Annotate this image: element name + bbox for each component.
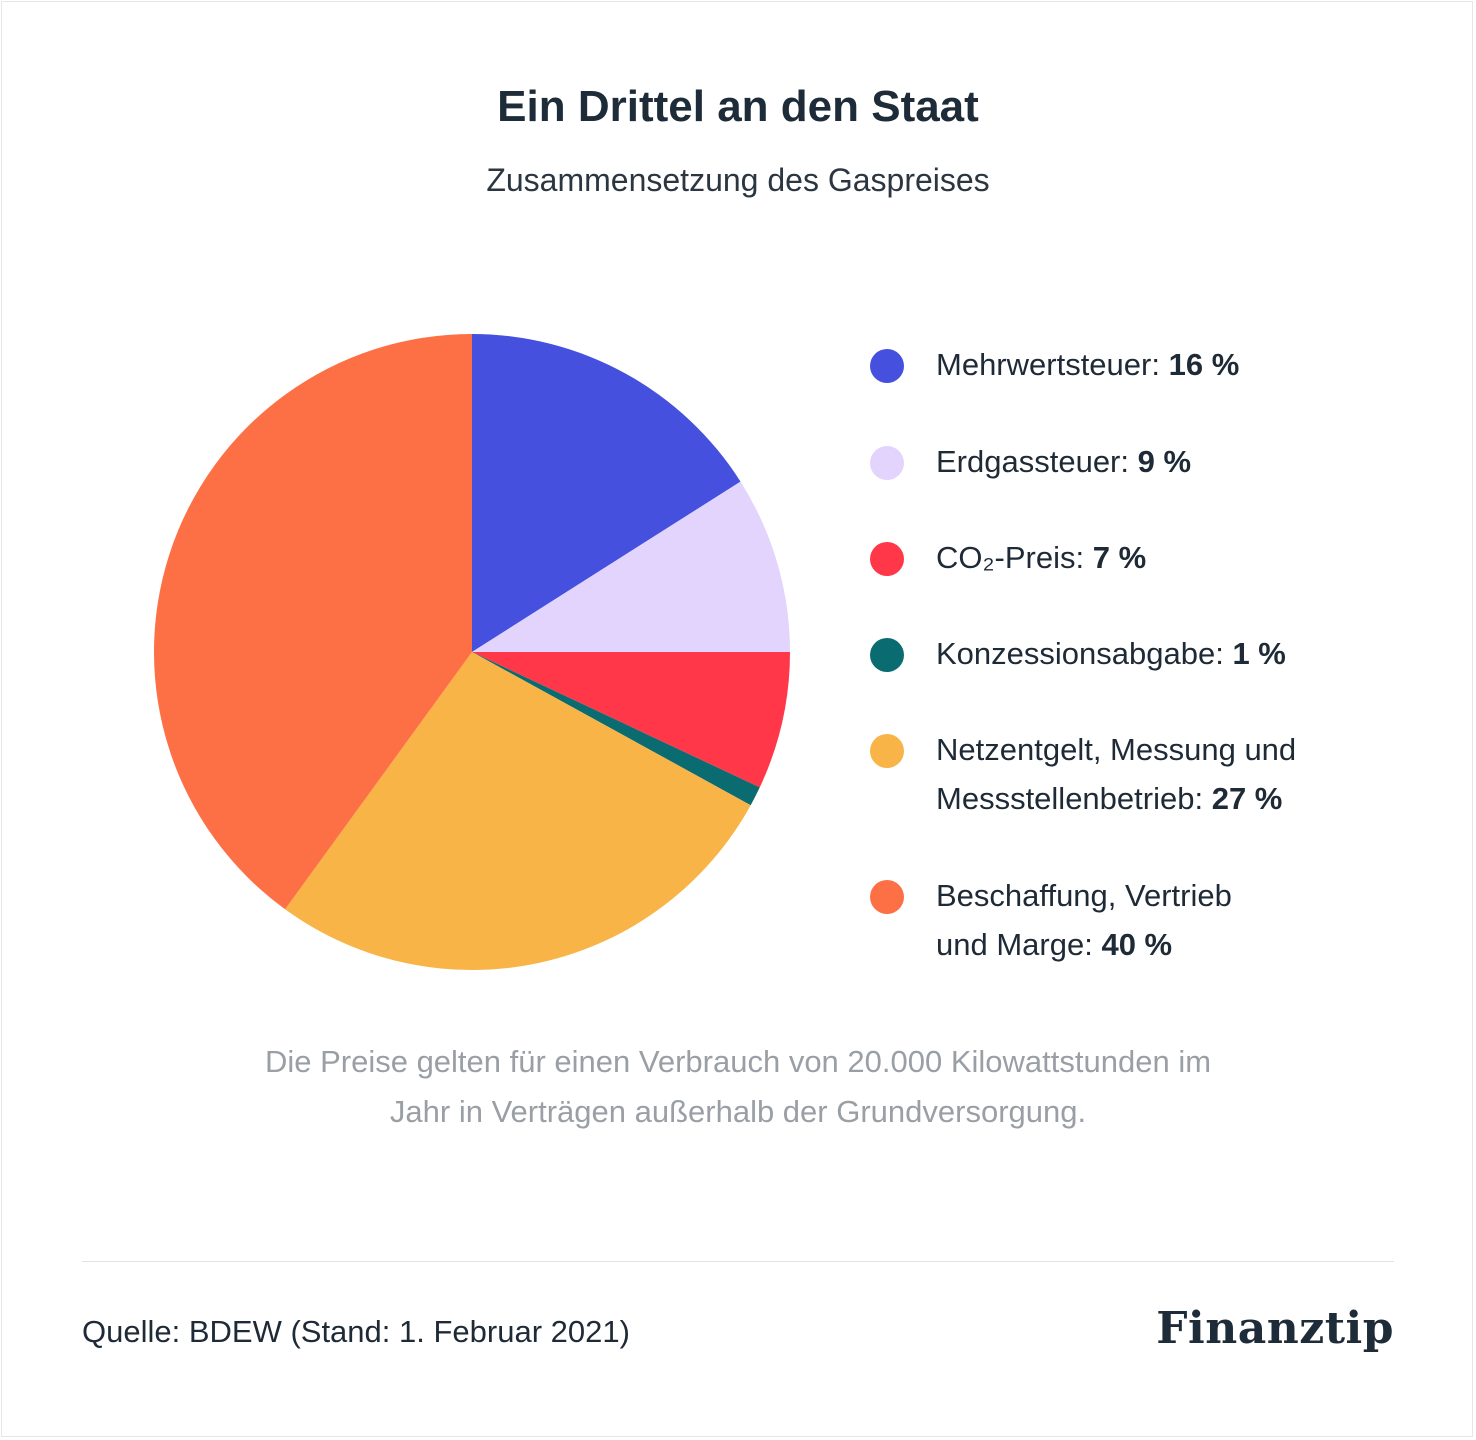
legend-swatch (870, 542, 904, 576)
pie-slice (285, 652, 751, 971)
legend-label: CO₂-Preis: (936, 540, 1085, 575)
legend-label: Mehrwertsteuer: (936, 347, 1160, 382)
pie-chart (153, 334, 790, 971)
legend-label: Erdgassteuer: (936, 444, 1129, 479)
legend-swatch (870, 349, 904, 383)
pie-slice (472, 334, 741, 652)
footnote-line2: Jahr in Verträgen außerhalb der Grundver… (389, 1094, 1087, 1129)
divider (82, 1261, 1394, 1262)
legend-label: Konzessionsabgabe: (936, 636, 1224, 671)
legend-value: 40 % (1101, 927, 1173, 962)
source-text: Quelle: BDEW (Stand: 1. Februar 2021) (82, 1314, 630, 1349)
footnote: Die Preise gelten für einen Verbrauch vo… (188, 1037, 1288, 1137)
chart-title: Ein Drittel an den Staat (497, 82, 979, 131)
legend-value: 9 % (1137, 444, 1192, 479)
finanztip-logo: Finanztip (1156, 1303, 1394, 1354)
footnote-line1: Die Preise gelten für einen Verbrauch vo… (264, 1044, 1212, 1079)
legend-value: 1 % (1232, 636, 1286, 671)
legend-value: 7 % (1092, 540, 1147, 575)
pie-slice (472, 652, 760, 806)
legend-swatch (870, 446, 904, 480)
legend-value: 16 % (1168, 347, 1240, 382)
legend-label-line1: Netzentgelt, Messung und (936, 732, 1297, 767)
pie-slice (153, 334, 472, 910)
legend-label-line2: und Marge: (936, 927, 1093, 962)
legend-label-line1: Beschaffung, Vertrieb (936, 878, 1232, 913)
pie-slice (472, 481, 790, 652)
legend-swatch (870, 734, 904, 768)
pie-slice (472, 652, 790, 788)
legend-value: 27 % (1211, 781, 1283, 816)
legend-label-line2: Messstellenbetrieb: (936, 781, 1204, 816)
legend-swatch (870, 638, 904, 672)
legend-swatch (870, 880, 904, 914)
chart-subtitle: Zusammensetzung des Gaspreises (486, 162, 990, 198)
